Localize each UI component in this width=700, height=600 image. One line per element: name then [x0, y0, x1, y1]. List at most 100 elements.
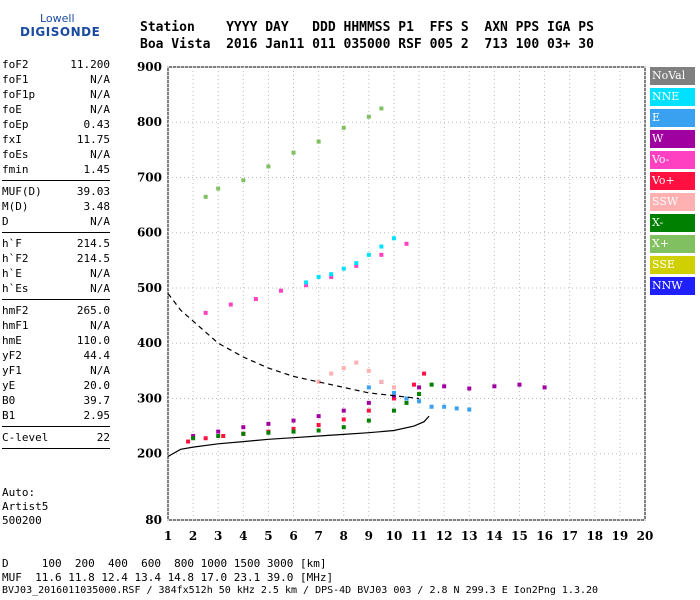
- muf-curve: [167, 293, 420, 400]
- param-separator: [2, 445, 110, 449]
- data-point: [404, 396, 409, 401]
- data-point: [442, 404, 447, 409]
- legend-item-e: E: [650, 109, 695, 127]
- plot-frame: [167, 66, 646, 521]
- data-point: [329, 371, 334, 376]
- param-value: N/A: [90, 215, 110, 228]
- data-point: [203, 194, 208, 199]
- param-key: h`F2: [2, 252, 29, 265]
- param-value: 44.4: [83, 349, 111, 362]
- data-point: [266, 430, 271, 435]
- data-point: [467, 407, 472, 412]
- x-tick-label: 4: [239, 529, 247, 543]
- param-row: h`F2 214.5: [2, 251, 110, 266]
- param-row: yF1 N/A: [2, 363, 110, 378]
- data-point: [354, 261, 359, 266]
- param-key: B0: [2, 394, 16, 407]
- data-point: [379, 244, 384, 249]
- param-key: D: [2, 215, 9, 228]
- data-point: [228, 302, 233, 307]
- param-separator: [2, 423, 110, 427]
- param-key: B1: [2, 409, 16, 422]
- param-key: hmF2: [2, 304, 29, 317]
- x-tick-label: 14: [486, 529, 503, 543]
- data-point: [221, 434, 226, 439]
- param-value: 39.7: [83, 394, 111, 407]
- param-value: 0.43: [83, 118, 111, 131]
- data-point: [366, 368, 371, 373]
- param-value: N/A: [90, 282, 110, 295]
- data-point: [291, 426, 296, 431]
- data-point: [253, 297, 258, 302]
- x-tick-label: 20: [637, 529, 654, 543]
- data-point: [379, 379, 384, 384]
- data-point: [316, 139, 321, 144]
- y-tick-label: 800: [137, 115, 162, 129]
- param-row: hmF1 N/A: [2, 318, 110, 333]
- data-point: [341, 366, 346, 371]
- data-point: [366, 408, 371, 413]
- param-row: D N/A: [2, 214, 110, 229]
- footer-muf-row: MUF 11.6 11.8 12.4 13.4 14.8 17.0 23.1 3…: [2, 571, 334, 584]
- param-key: foEp: [2, 118, 29, 131]
- param-separator: [2, 229, 110, 233]
- parameter-panel: foF2 11.200 foF1 N/A foF1p N/A foE N/A foEp 0.43 f…: [2, 57, 110, 452]
- data-point: [266, 164, 271, 169]
- data-point: [316, 414, 321, 419]
- digisonde-logo: Lowell DIGISONDE: [2, 4, 100, 44]
- data-point: [316, 422, 321, 427]
- polarization-legend: NoVal NNE E W Vo- Vo+ SSW X- X+ SSE NNW: [650, 67, 695, 298]
- data-point: [341, 266, 346, 271]
- data-point: [241, 178, 246, 183]
- param-key: foE: [2, 103, 22, 116]
- data-point: [266, 421, 271, 426]
- param-value: 2.95: [83, 409, 111, 422]
- param-row: B1 2.95: [2, 408, 110, 423]
- data-point: [417, 399, 422, 404]
- param-row: M(D) 3.48: [2, 199, 110, 214]
- x-tick-label: 1: [164, 529, 172, 543]
- param-key: M(D): [2, 200, 29, 213]
- data-point: [379, 252, 384, 257]
- param-row: foE N/A: [2, 102, 110, 117]
- data-point: [186, 439, 191, 444]
- legend-item-vo: Vo+: [650, 172, 695, 190]
- data-point: [391, 396, 396, 401]
- y-tick-label: 400: [137, 336, 162, 350]
- x-tick-label: 8: [340, 529, 348, 543]
- x-tick-label: 13: [461, 529, 478, 543]
- data-point: [391, 236, 396, 241]
- param-value: N/A: [90, 103, 110, 116]
- param-row: hmF2 265.0: [2, 303, 110, 318]
- data-point: [429, 382, 434, 387]
- data-point: [216, 429, 221, 434]
- legend-item-vo: Vo-: [650, 151, 695, 169]
- param-key: yE: [2, 379, 16, 392]
- y-tick-label: 600: [137, 226, 162, 240]
- data-point: [404, 241, 409, 246]
- x-tick-label: 10: [386, 529, 403, 543]
- y-tick-label: 700: [137, 170, 162, 184]
- data-point: [417, 385, 422, 390]
- legend-item-x: X+: [650, 235, 695, 253]
- data-point: [291, 429, 296, 434]
- x-tick-label: 16: [536, 529, 553, 543]
- data-point: [341, 425, 346, 430]
- data-point: [391, 385, 396, 390]
- data-point: [422, 371, 427, 376]
- data-point: [316, 274, 321, 279]
- param-key: foF1: [2, 73, 29, 86]
- param-row: foF2 11.200: [2, 57, 110, 72]
- param-value: 265.0: [76, 304, 110, 317]
- legend-item-nne: NNE: [650, 88, 695, 106]
- data-point: [391, 390, 396, 395]
- param-value: N/A: [90, 267, 110, 280]
- data-point: [429, 404, 434, 409]
- data-point: [203, 310, 208, 315]
- data-point: [391, 408, 396, 413]
- data-point: [329, 274, 334, 279]
- data-point: [354, 360, 359, 365]
- param-value: 1.45: [83, 163, 111, 176]
- footer-distance-row: D 100 200 400 600 800 1000 1500 3000 [km…: [2, 557, 327, 570]
- logo-line1: Lowell: [40, 12, 75, 25]
